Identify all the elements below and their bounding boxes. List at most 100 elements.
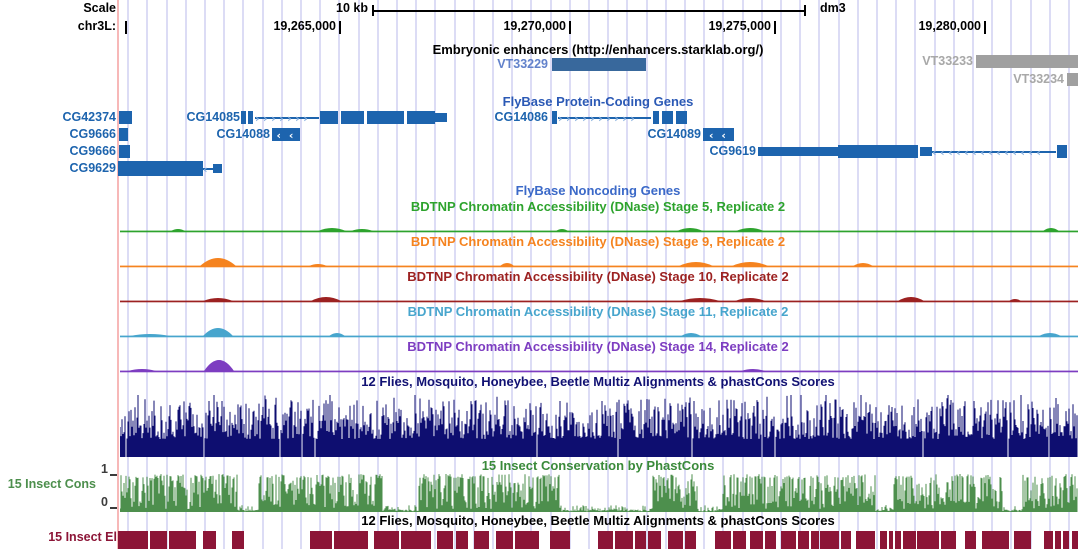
conserved-element-block[interactable] <box>598 531 613 549</box>
gene-exon-CG9619[interactable] <box>920 147 932 156</box>
gene-intron-line <box>255 117 319 119</box>
conserved-element-block[interactable] <box>374 531 399 549</box>
conserved-element-block[interactable] <box>615 531 633 549</box>
grid-line <box>684 0 686 549</box>
gene-exon-CG9666[interactable] <box>119 145 130 158</box>
conserved-element-block[interactable] <box>982 531 1009 549</box>
gene-exon-CG9619[interactable] <box>1057 145 1067 158</box>
conserved-element-block[interactable] <box>917 531 939 549</box>
conserved-element-block[interactable] <box>401 531 431 549</box>
conserved-element-block[interactable] <box>474 531 489 549</box>
grid-line <box>223 0 226 549</box>
conserved-element-block[interactable] <box>765 531 776 549</box>
conserved-element-block[interactable] <box>150 531 167 549</box>
conserved-element-block[interactable] <box>456 531 468 549</box>
conserved-element-block[interactable] <box>203 531 216 549</box>
conserved-element-block[interactable] <box>668 531 683 549</box>
conserved-element-block[interactable] <box>1055 531 1061 549</box>
bdtnp-track-title-1[interactable]: BDTNP Chromatin Accessibility (DNase) St… <box>410 199 786 214</box>
grid-line <box>319 0 322 549</box>
gene-exon-CG14086[interactable] <box>552 111 557 124</box>
conserved-element-block[interactable] <box>1063 531 1069 549</box>
conserved-element-block[interactable] <box>781 531 796 549</box>
bdtnp-signal-area[interactable] <box>120 288 1078 304</box>
gene-exon-CG9629[interactable] <box>213 164 222 173</box>
grid-line <box>645 0 648 549</box>
gene-exon-CG14085[interactable] <box>241 111 246 124</box>
gene-exon-CG14085[interactable] <box>367 111 404 124</box>
conserved-element-block[interactable] <box>903 531 916 549</box>
conserved-element-block[interactable] <box>1014 531 1031 549</box>
conservation-signal-area[interactable] <box>120 474 1078 512</box>
bdtnp-track-title-3[interactable]: BDTNP Chromatin Accessibility (DNase) St… <box>407 269 789 284</box>
grid-line <box>607 0 610 549</box>
insect-elements-left-label[interactable]: 15 Insect El <box>48 530 117 544</box>
gene-exon-CG14086[interactable] <box>653 111 659 124</box>
conserved-element-block[interactable] <box>437 531 453 549</box>
enhancers-track-title[interactable]: Embryonic enhancers (http://enhancers.st… <box>432 42 764 57</box>
gene-exon-CG14088[interactable] <box>272 128 300 141</box>
conserved-element-block[interactable] <box>715 531 731 549</box>
gene-exon-CG14089[interactable] <box>703 128 734 141</box>
conserved-element-block[interactable] <box>750 531 763 549</box>
enhancer-item-VT33234[interactable] <box>1067 73 1078 86</box>
conservation-track-title[interactable]: 15 Insect Conservation by PhastCons <box>481 458 715 473</box>
conserved-element-block[interactable] <box>232 531 244 549</box>
assembly-label: dm3 <box>820 1 846 15</box>
gene-exon-CG14085[interactable] <box>407 111 435 124</box>
conserved-element-block[interactable] <box>310 531 332 549</box>
conserved-element-block[interactable] <box>1072 531 1078 549</box>
conserved-element-block[interactable] <box>798 531 809 549</box>
conserved-element-block[interactable] <box>635 531 646 549</box>
conserved-element-block[interactable] <box>841 531 851 549</box>
conserved-element-block[interactable] <box>941 531 956 549</box>
multiz-elements-track-title[interactable]: 12 Flies, Mosquito, Honeybee, Beetle Mul… <box>361 513 835 528</box>
bdtnp-track-title-2[interactable]: BDTNP Chromatin Accessibility (DNase) St… <box>410 234 786 249</box>
bdtnp-signal-area[interactable] <box>120 323 1078 339</box>
gene-exon-CG14085[interactable] <box>320 111 338 124</box>
multiz-alignment-area[interactable] <box>120 394 1078 457</box>
enhancer-item-label: VT33233 <box>922 54 973 68</box>
gene-exon-CG14086[interactable] <box>662 111 673 124</box>
conserved-element-block[interactable] <box>169 531 196 549</box>
conserved-element-block[interactable] <box>811 531 819 549</box>
gene-exon-CG9619[interactable] <box>838 145 918 158</box>
conserved-element-block[interactable] <box>118 531 148 549</box>
multiz-track-title[interactable]: 12 Flies, Mosquito, Honeybee, Beetle Mul… <box>361 374 835 389</box>
conserved-element-block[interactable] <box>1044 531 1053 549</box>
bdtnp-signal-area[interactable] <box>120 358 1078 374</box>
bdtnp-track-title-4[interactable]: BDTNP Chromatin Accessibility (DNase) St… <box>407 304 789 319</box>
enhancer-item-VT33233[interactable] <box>976 55 1078 68</box>
conserved-element-block[interactable] <box>550 531 570 549</box>
grid-line <box>741 0 744 549</box>
bdtnp-signal-area[interactable] <box>120 218 1078 234</box>
conserved-element-block[interactable] <box>820 531 839 549</box>
conserved-element-block[interactable] <box>648 531 661 549</box>
conserved-element-block[interactable] <box>965 531 976 549</box>
coding-genes-track-title[interactable]: FlyBase Protein-Coding Genes <box>502 94 694 109</box>
conserved-element-block[interactable] <box>515 531 539 549</box>
enhancer-item-VT33229[interactable] <box>552 58 646 71</box>
bdtnp-track-title-5[interactable]: BDTNP Chromatin Accessibility (DNase) St… <box>407 339 789 354</box>
noncoding-genes-track-title[interactable]: FlyBase Noncoding Genes <box>515 183 681 198</box>
conserved-element-block[interactable] <box>856 531 875 549</box>
conserved-element-block[interactable] <box>496 531 513 549</box>
conserved-element-block[interactable] <box>895 531 901 549</box>
conserved-element-block[interactable] <box>889 531 893 549</box>
conservation-left-label[interactable]: 15 Insect Cons <box>7 477 96 491</box>
gene-exon-CG14086[interactable] <box>676 111 687 124</box>
conserved-element-block[interactable] <box>733 531 746 549</box>
gene-exon-CG14085[interactable] <box>341 111 364 124</box>
conserved-element-block[interactable] <box>880 531 887 549</box>
gene-exon-CG9666[interactable] <box>119 128 128 141</box>
gene-exon-CG9619[interactable] <box>758 147 838 156</box>
gene-exon-CG14085[interactable] <box>435 113 447 122</box>
gene-exon-CG14085[interactable] <box>248 111 253 124</box>
conserved-element-block[interactable] <box>685 531 696 549</box>
gene-exon-CG9629[interactable] <box>118 161 203 176</box>
conserved-element-block[interactable] <box>334 531 368 549</box>
bdtnp-signal-area[interactable] <box>120 253 1078 269</box>
grid-line <box>626 0 629 549</box>
gene-exon-CG42374[interactable] <box>119 111 132 124</box>
